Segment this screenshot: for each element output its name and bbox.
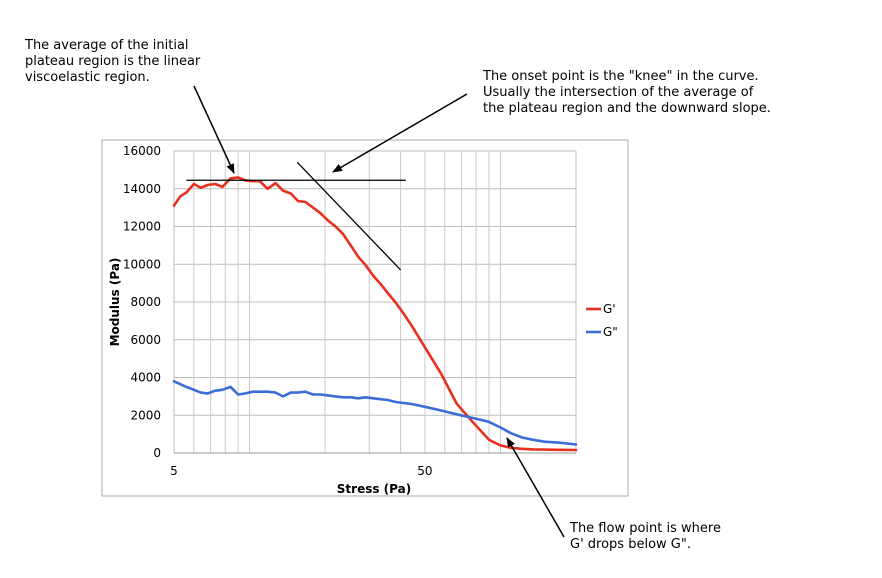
legend: G' G" bbox=[586, 302, 618, 339]
downward-slope-tangent-line bbox=[296, 161, 402, 271]
x-axis-title: Stress (Pa) bbox=[337, 482, 411, 496]
legend-label: G' bbox=[603, 302, 616, 316]
series-line-g-prime bbox=[172, 176, 578, 452]
series bbox=[172, 176, 578, 452]
onset-annotation: The onset point is the "knee" in the cur… bbox=[483, 69, 771, 116]
y-tick-label: 2000 bbox=[130, 408, 161, 422]
chart-frame bbox=[101, 139, 629, 497]
tick-labels: 0 2000 4000 6000 8000 10000 12000 14000 16000 5 50 bbox=[123, 144, 433, 478]
reference-lines bbox=[186, 161, 406, 271]
x-tick-label: 5 bbox=[170, 464, 178, 478]
y-tick-label: 12000 bbox=[123, 220, 161, 234]
plateau-annotation: The average of the initial plateau regio… bbox=[25, 38, 201, 85]
x-tick-label: 50 bbox=[417, 464, 432, 478]
flow-point-annotation: The flow point is where G' drops below G… bbox=[570, 521, 721, 552]
y-tick-label: 16000 bbox=[123, 144, 161, 158]
grid bbox=[173, 150, 577, 454]
y-tick-label: 6000 bbox=[130, 333, 161, 347]
flow-point-arrow bbox=[506, 437, 565, 538]
legend-label: G" bbox=[603, 325, 618, 339]
annotation-arrows bbox=[193, 85, 565, 538]
series-line-g-double-prime bbox=[172, 379, 578, 446]
y-tick-label: 4000 bbox=[130, 371, 161, 385]
y-tick-label: 14000 bbox=[123, 182, 161, 196]
y-tick-label: 8000 bbox=[130, 295, 161, 309]
plateau-arrow bbox=[193, 85, 235, 174]
y-tick-label: 0 bbox=[153, 446, 161, 460]
onset-arrow bbox=[332, 93, 468, 173]
y-tick-label: 10000 bbox=[123, 257, 161, 271]
y-axis-title: Modulus (Pa) bbox=[108, 258, 122, 347]
